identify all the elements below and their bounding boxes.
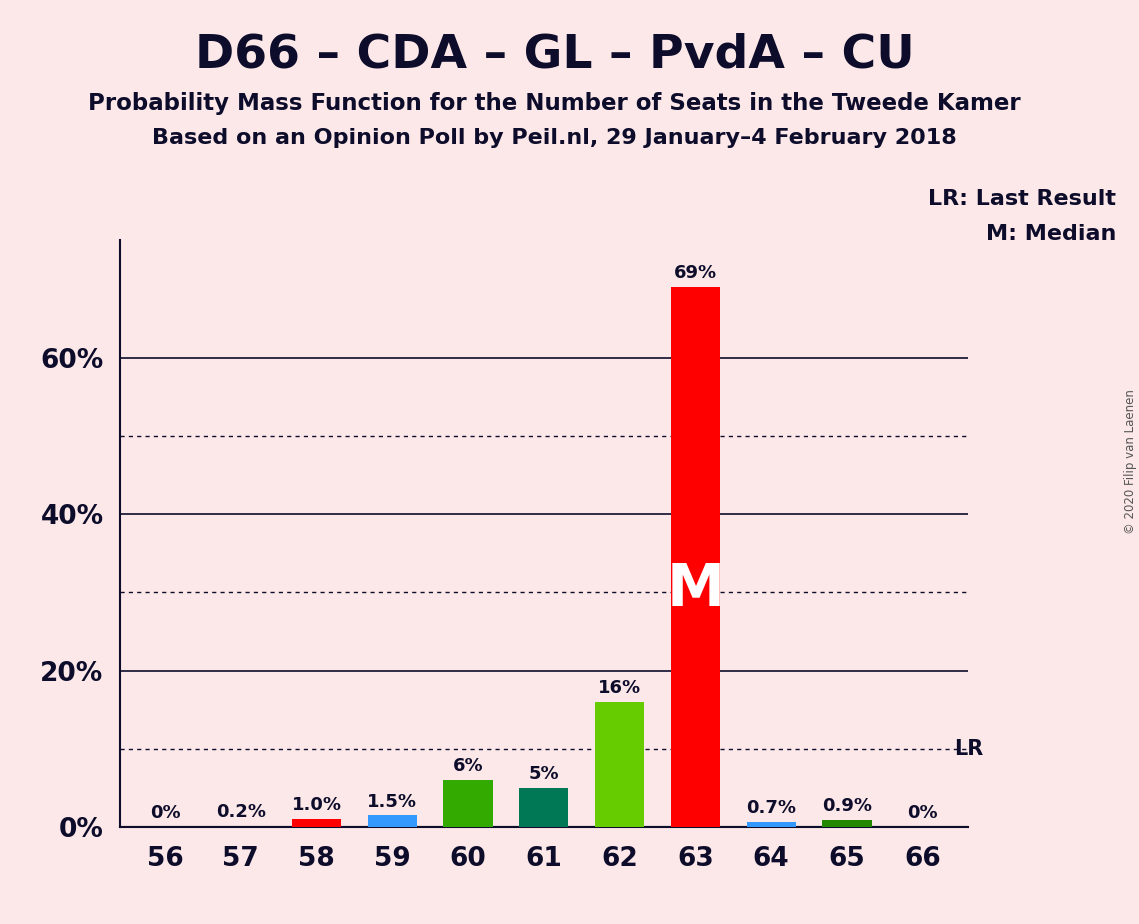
Text: M: M [666,561,724,618]
Text: Based on an Opinion Poll by Peil.nl, 29 January–4 February 2018: Based on an Opinion Poll by Peil.nl, 29 … [153,128,957,148]
Text: 0%: 0% [908,804,939,822]
Bar [443,780,493,827]
Bar [368,815,417,827]
Text: D66 – CDA – GL – PvdA – CU: D66 – CDA – GL – PvdA – CU [195,32,915,78]
Text: 0.7%: 0.7% [746,799,796,817]
Text: 1.5%: 1.5% [368,793,417,810]
Bar [822,820,871,827]
Bar [519,788,568,827]
Text: M: Median: M: Median [986,224,1116,244]
Text: 0%: 0% [149,804,180,822]
Text: 0.2%: 0.2% [215,803,265,821]
Text: 0.9%: 0.9% [822,797,872,815]
Text: 16%: 16% [598,679,641,697]
Text: LR: LR [954,739,984,759]
Text: Probability Mass Function for the Number of Seats in the Tweede Kamer: Probability Mass Function for the Number… [89,92,1021,116]
Bar [595,702,645,827]
Bar [746,821,796,827]
Text: 1.0%: 1.0% [292,796,342,814]
Text: 69%: 69% [674,264,716,283]
Text: 6%: 6% [453,758,483,775]
Bar [292,820,342,827]
Bar [671,287,720,827]
Text: © 2020 Filip van Laenen: © 2020 Filip van Laenen [1124,390,1137,534]
Text: 5%: 5% [528,765,559,784]
Text: LR: Last Result: LR: Last Result [928,189,1116,210]
